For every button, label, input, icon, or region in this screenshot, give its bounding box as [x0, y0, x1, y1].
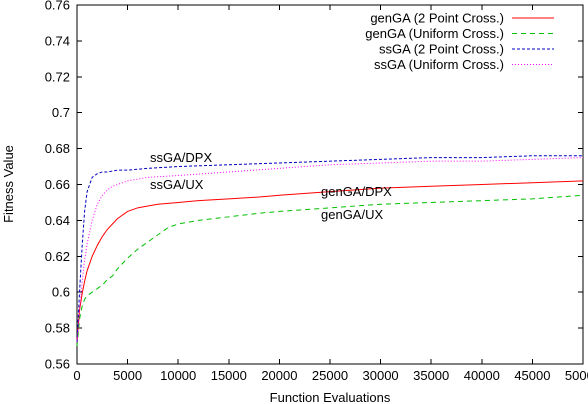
y-tick-label: 0.72 [45, 69, 70, 84]
series-line-3 [76, 157, 584, 343]
annotation-1: genGA/UX [321, 207, 383, 222]
x-tick-label: 25000 [312, 368, 348, 383]
y-tick-label: 0.6 [52, 285, 70, 300]
x-tick-label: 0 [73, 368, 80, 383]
y-axis-ticks: 0.56 0.58 0.6 0.62 0.64 0.66 0.68 0.7 0.72 0.74 0.… [45, 0, 583, 372]
legend-label-2: ssGA (2 Point Cross.) [379, 42, 504, 57]
x-tick-label: 5000 [113, 368, 142, 383]
annotation-0: genGA/DPX [321, 184, 392, 199]
y-axis-label: Fitness Value [1, 145, 16, 223]
plot-area [76, 4, 584, 365]
legend-label-3: ssGA (Uniform Cross.) [374, 57, 504, 72]
x-axis-ticks: 0 5000 10000 15000 20000 25000 30000 35000 40000… [73, 5, 588, 383]
legend: genGA (2 Point Cross.)genGA (Uniform Cro… [365, 11, 554, 72]
x-tick-label: 30000 [363, 368, 399, 383]
x-tick-label: 35000 [413, 368, 449, 383]
legend-label-0: genGA (2 Point Cross.) [370, 11, 504, 26]
annotation-3: ssGA/UX [150, 177, 204, 192]
x-tick-label: 50000 [565, 368, 588, 383]
y-tick-label: 0.66 [45, 177, 70, 192]
y-tick-label: 0.7 [52, 105, 70, 120]
y-tick-label: 0.64 [45, 213, 70, 228]
x-tick-label: 15000 [211, 368, 247, 383]
x-tick-label: 20000 [261, 368, 297, 383]
y-tick-label: 0.68 [45, 141, 70, 156]
x-axis-label: Function Evaluations [270, 390, 391, 404]
y-tick-label: 0.56 [45, 357, 70, 372]
annotation-2: ssGA/DPX [150, 150, 212, 165]
y-tick-label: 0.74 [45, 33, 70, 48]
x-tick-label: 40000 [464, 368, 500, 383]
series-lines [76, 155, 584, 347]
series-line-1 [76, 194, 584, 347]
series-line-2 [76, 155, 583, 343]
y-tick-label: 0.58 [45, 321, 70, 336]
x-tick-label: 45000 [514, 368, 550, 383]
series-line-0 [76, 180, 584, 343]
y-tick-label: 0.76 [45, 0, 70, 13]
y-tick-label: 0.62 [45, 249, 70, 264]
x-tick-label: 10000 [160, 368, 196, 383]
legend-label-1: genGA (Uniform Cross.) [365, 26, 504, 41]
series-annotations: genGA/DPX genGA/UX ssGA/DPX ssGA/UX [150, 150, 392, 222]
